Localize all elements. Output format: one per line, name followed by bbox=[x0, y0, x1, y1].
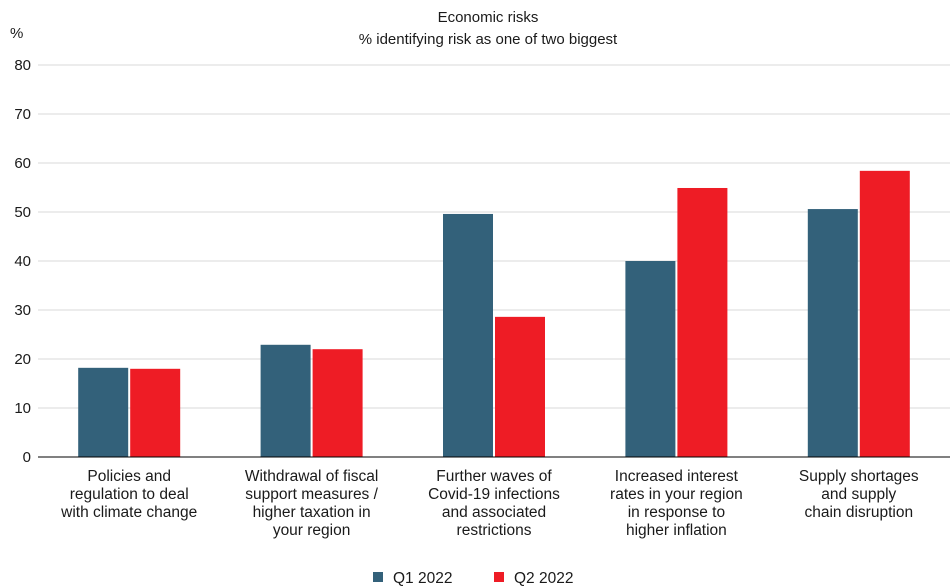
bar-2-1 bbox=[130, 368, 181, 457]
category-label: Policies and regulation to deal with clima… bbox=[60, 468, 197, 521]
bar-2-2 bbox=[312, 349, 363, 457]
category-label: Supply shortages and supply chain disrupti… bbox=[799, 468, 919, 521]
bar-1-5 bbox=[807, 209, 858, 457]
y-axis-ticks: 0 10 20 30 40 50 60 70 80 bbox=[14, 57, 31, 466]
legend-swatch bbox=[373, 572, 383, 582]
y-tick-label: 0 bbox=[23, 449, 31, 466]
y-tick-label: 70 bbox=[14, 106, 31, 123]
legend-swatch bbox=[494, 572, 504, 582]
category-label: Withdrawal of fiscal support measures / hi… bbox=[245, 468, 379, 539]
chart-title: Economic risks bbox=[438, 9, 539, 26]
category-label: Further waves of Covid-19 infections and a… bbox=[428, 468, 560, 539]
legend-label: Q2 2022 bbox=[514, 570, 573, 587]
y-tick-label: 10 bbox=[14, 400, 31, 417]
bar-1-2 bbox=[260, 344, 311, 457]
y-axis-label: % bbox=[10, 25, 23, 42]
y-tick-label: 80 bbox=[14, 57, 31, 74]
bars bbox=[78, 170, 910, 458]
bar-1-3 bbox=[443, 213, 493, 457]
category-labels: Policies and regulation to deal with clima… bbox=[60, 468, 919, 539]
bar-2-3 bbox=[495, 316, 545, 457]
y-tick-label: 50 bbox=[14, 204, 31, 221]
y-tick-label: 40 bbox=[14, 253, 31, 270]
bar-1-4 bbox=[625, 261, 676, 457]
y-tick-label: 20 bbox=[14, 351, 31, 368]
bar-1-1 bbox=[78, 367, 129, 457]
chart-subtitle: % identifying risk as one of two biggest bbox=[359, 31, 618, 48]
bar-2-4 bbox=[677, 187, 728, 458]
gridlines bbox=[38, 64, 950, 409]
y-tick-label: 60 bbox=[14, 155, 31, 172]
legend: Q1 2022 Q2 2022 bbox=[373, 570, 573, 587]
y-tick-label: 30 bbox=[14, 302, 31, 319]
bar-2-5 bbox=[859, 170, 910, 457]
category-label: Increased interest rates in your region in… bbox=[610, 468, 743, 539]
legend-label: Q1 2022 bbox=[393, 570, 452, 587]
